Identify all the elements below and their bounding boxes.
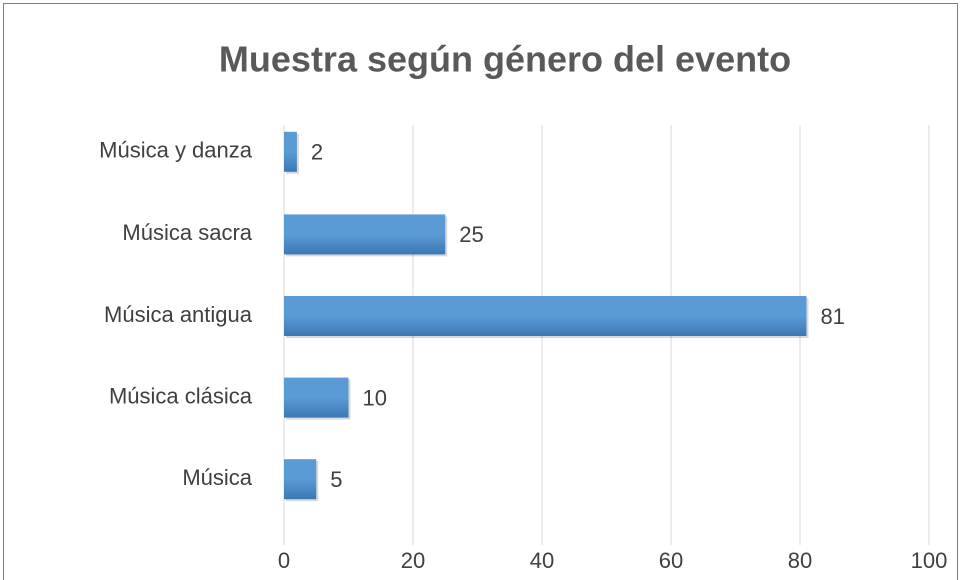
x-tick-label: 0: [278, 548, 290, 573]
bar: [284, 214, 446, 255]
x-tick-label: 80: [788, 548, 812, 573]
y-tick-label: Música: [182, 465, 252, 490]
y-tick-label: Música antigua: [104, 302, 253, 327]
data-label: 81: [820, 304, 844, 329]
bar: [284, 459, 317, 500]
chart-frame: [3, 3, 958, 580]
y-tick-label: Música clásica: [109, 383, 253, 408]
x-tick-label: 100: [911, 548, 948, 573]
chart-title: Muestra según género del evento: [219, 39, 791, 80]
bar: [284, 377, 349, 418]
x-tick-label: 20: [401, 548, 425, 573]
data-label: 10: [363, 385, 387, 410]
y-tick-label: Música sacra: [122, 220, 252, 245]
x-tick-label: 60: [659, 548, 683, 573]
y-tick-label: Música y danza: [99, 138, 253, 163]
bar: [284, 131, 297, 172]
bar: [284, 296, 807, 336]
data-label: 5: [330, 467, 342, 492]
x-tick-label: 40: [530, 548, 554, 573]
data-label: 25: [459, 222, 483, 247]
data-label: 2: [311, 140, 323, 165]
